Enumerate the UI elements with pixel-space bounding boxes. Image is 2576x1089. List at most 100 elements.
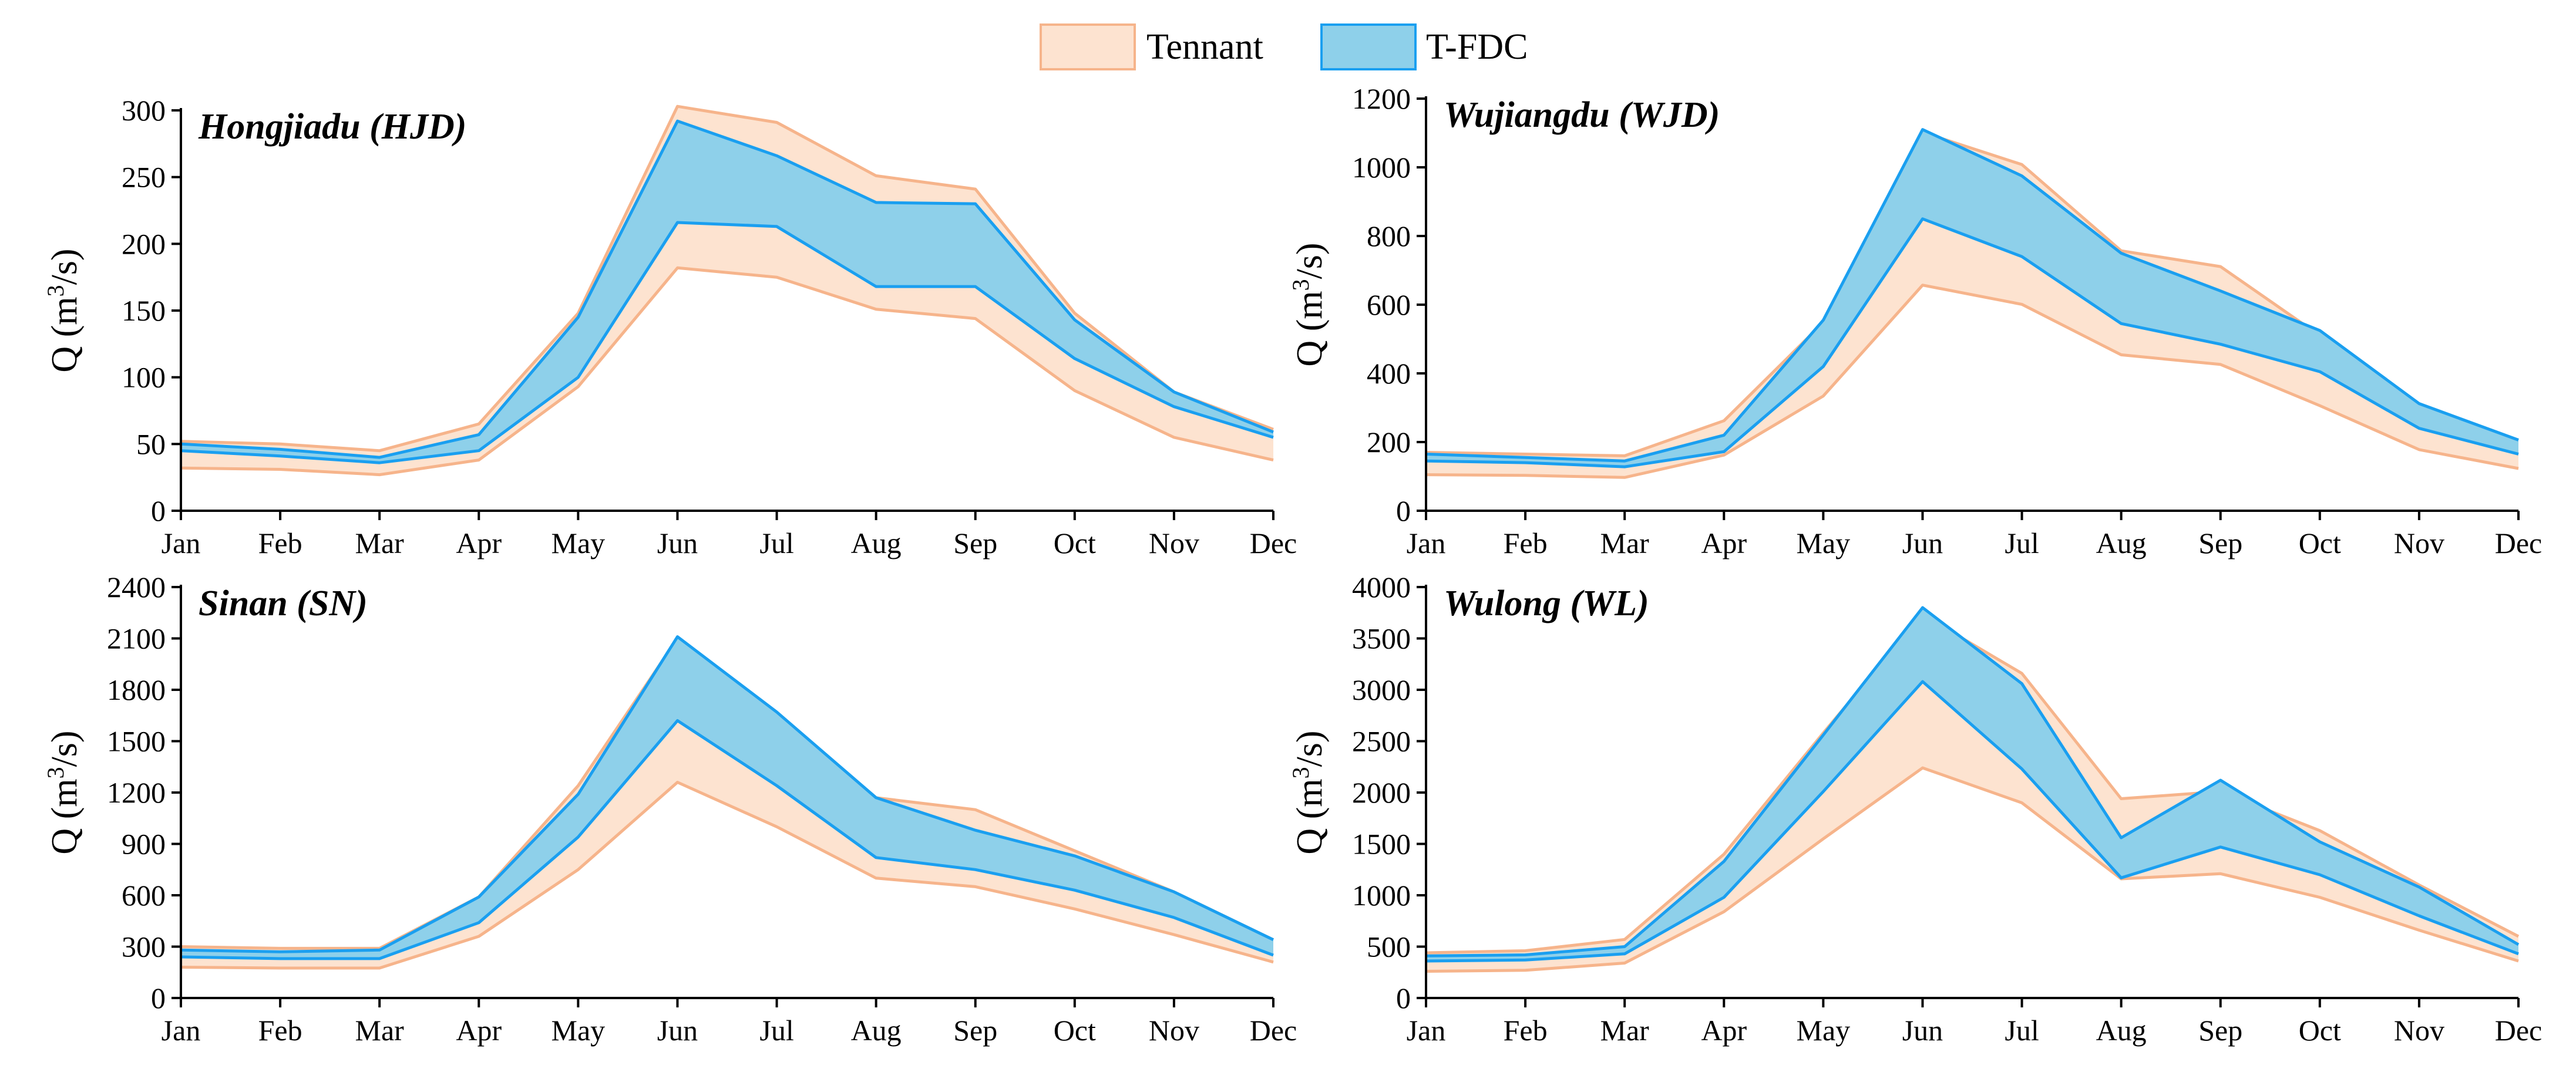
y-tick-label: 1500: [107, 725, 166, 758]
y-tick-label: 1200: [1352, 82, 1411, 115]
band-lower-line-tennant: [180, 781, 1274, 970]
legend-swatch-t-fdc: [1320, 23, 1417, 70]
chart-panel-wujiangdu-wjd: 0 200 400 600 800 1000 1200 Jan Feb Mar Apr May Jun J…: [1287, 82, 2542, 559]
x-tick-label-jun: Jun: [657, 1014, 698, 1047]
x-tick-label-jul: Jul: [2005, 1014, 2039, 1047]
x-tick-label-jan: Jan: [162, 527, 201, 559]
band-t-fdc: [181, 121, 1273, 463]
x-tick-label-aug: Aug: [851, 1014, 902, 1047]
y-tick-label: 2000: [1352, 776, 1411, 809]
x-tick-label-jan: Jan: [162, 1014, 201, 1047]
x-tick-label-aug: Aug: [2096, 527, 2147, 559]
band-lower-line-tennant: [180, 266, 1274, 477]
x-tick-label-dec: Dec: [1250, 1014, 1297, 1047]
x-tick-label-apr: Apr: [456, 527, 502, 559]
x-tick-label-aug: Aug: [2096, 1014, 2147, 1047]
x-tick-label-jul: Jul: [2005, 527, 2039, 559]
band-upper-line-t-fdc: [1425, 128, 2519, 463]
x-tick-label-aug: Aug: [851, 527, 902, 559]
y-tick-label: 600: [1367, 288, 1411, 321]
x-tick-label-feb: Feb: [258, 1014, 302, 1047]
x-tick-label-mar: Mar: [355, 1014, 405, 1047]
y-tick-label: 200: [1367, 426, 1411, 458]
y-tick-label: 500: [1367, 930, 1411, 963]
x-tick-label-oct: Oct: [2299, 1014, 2341, 1047]
band-lower-line-tennant: [1425, 284, 2519, 479]
x-tick-label-jan: Jan: [1407, 1014, 1446, 1047]
y-tick-label: 2500: [1352, 725, 1411, 758]
x-tick-label-jan: Jan: [1407, 527, 1446, 559]
panel-title: Wulong (WL): [1444, 584, 1649, 623]
legend-label-t-fdc: T-FDC: [1426, 27, 1528, 67]
y-tick-label: 2400: [107, 571, 166, 603]
x-tick-label-nov: Nov: [1149, 1014, 1199, 1047]
x-tick-label-apr: Apr: [1701, 527, 1747, 559]
x-tick-label-nov: Nov: [1149, 527, 1199, 559]
x-tick-label-may: May: [1797, 527, 1851, 559]
y-tick-label: 3000: [1352, 673, 1411, 706]
y-tick-label: 300: [122, 930, 166, 963]
x-tick-label-jul: Jul: [759, 527, 793, 559]
y-tick-label: 1500: [1352, 828, 1411, 861]
x-tick-label-apr: Apr: [456, 1014, 502, 1047]
x-tick-label-mar: Mar: [1600, 527, 1650, 559]
y-tick-label: 0: [1396, 494, 1411, 527]
band-upper-line-tennant: [180, 104, 1274, 453]
x-tick-label-feb: Feb: [258, 527, 302, 559]
legend: Tennant T-FDC: [1040, 23, 1528, 70]
band-t-fdc: [181, 636, 1273, 959]
band-t-fdc: [1426, 129, 2518, 467]
y-tick-label: 100: [122, 361, 166, 394]
y-tick-label: 1000: [1352, 151, 1411, 184]
x-tick-label-jun: Jun: [1902, 1014, 1943, 1047]
y-tick-label: 600: [122, 879, 166, 912]
y-axis-title: Q (m3/s): [42, 730, 85, 854]
y-tick-label: 0: [1396, 982, 1411, 1014]
y-tick-label: 800: [1367, 220, 1411, 252]
y-tick-label: 50: [136, 427, 166, 460]
panel-title: Sinan (SN): [199, 584, 368, 623]
y-tick-label: 300: [122, 94, 166, 127]
y-tick-label: 250: [122, 161, 166, 194]
x-tick-label-nov: Nov: [2394, 527, 2444, 559]
panel-title: Hongjiadu (HJD): [198, 107, 466, 147]
y-tick-label: 0: [151, 982, 166, 1014]
chart-panel-wulong-wl: 0 500 1000 1500 2000 2500 3000 3500 4000 Jan Feb Ma…: [1287, 571, 2542, 1047]
chart-panel-hongjiadu-hjd: 0 50 100 150 200 250 300 Jan Feb Mar Apr May Jun Jul A…: [42, 94, 1297, 559]
x-tick-label-sep: Sep: [2198, 1014, 2242, 1047]
y-tick-label: 0: [151, 494, 166, 527]
y-axis-title: Q (m3/s): [1287, 730, 1330, 854]
x-tick-label-may: May: [551, 1014, 606, 1047]
band-t-fdc: [1426, 608, 2518, 961]
y-tick-label: 1800: [107, 673, 166, 706]
band-upper-line-t-fdc: [180, 635, 1274, 953]
x-tick-label-sep: Sep: [2198, 527, 2242, 559]
x-tick-label-sep: Sep: [953, 527, 997, 559]
y-tick-label: 1200: [107, 776, 166, 809]
y-tick-label: 900: [122, 828, 166, 861]
x-tick-label-nov: Nov: [2394, 1014, 2444, 1047]
legend-label-tennant: Tennant: [1146, 27, 1263, 67]
x-tick-label-apr: Apr: [1701, 1014, 1747, 1047]
x-tick-label-may: May: [551, 527, 606, 559]
y-axis-title: Q (m3/s): [42, 248, 85, 372]
chart-panel-sinan-sn: 0 300 600 900 1200 1500 1800 2100 2400 Jan Feb Mar A…: [42, 571, 1297, 1047]
band-lower-line-t-fdc: [180, 221, 1274, 464]
band-lower-line-t-fdc: [1425, 217, 2519, 468]
x-tick-label-mar: Mar: [355, 527, 405, 559]
x-tick-label-may: May: [1797, 1014, 1851, 1047]
x-tick-label-oct: Oct: [2299, 527, 2341, 559]
y-tick-label: 2100: [107, 622, 166, 655]
y-axis-title: Q (m3/s): [1287, 242, 1330, 366]
x-tick-label-oct: Oct: [1054, 527, 1096, 559]
panel-title: Wujiangdu (WJD): [1444, 95, 1720, 135]
y-tick-label: 150: [122, 294, 166, 327]
band-lower-line-t-fdc: [1425, 680, 2519, 963]
x-tick-label-feb: Feb: [1504, 1014, 1548, 1047]
x-tick-label-dec: Dec: [2495, 1014, 2543, 1047]
x-tick-label-mar: Mar: [1600, 1014, 1650, 1047]
x-tick-label-dec: Dec: [2495, 527, 2543, 559]
y-tick-label: 400: [1367, 357, 1411, 390]
